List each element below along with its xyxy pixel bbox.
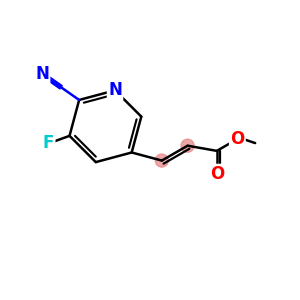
Text: N: N — [108, 81, 122, 99]
Circle shape — [155, 154, 168, 167]
Text: O: O — [210, 165, 224, 183]
Text: F: F — [43, 134, 54, 152]
Text: O: O — [230, 130, 244, 148]
Circle shape — [181, 139, 194, 152]
Text: N: N — [35, 65, 49, 83]
